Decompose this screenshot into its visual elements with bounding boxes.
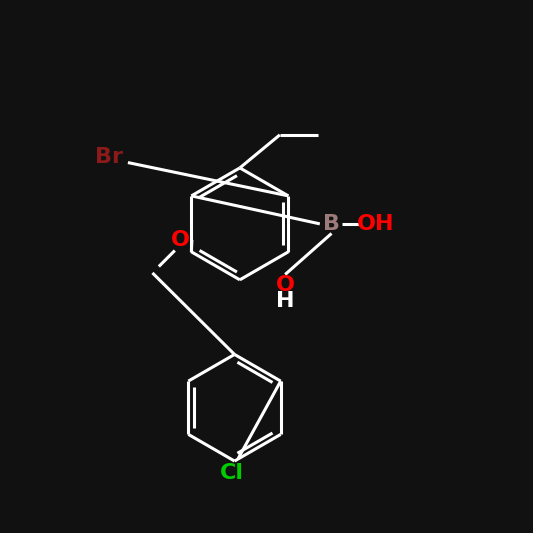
Text: Cl: Cl bbox=[220, 463, 244, 483]
Text: O: O bbox=[171, 230, 190, 250]
Text: H: H bbox=[276, 291, 294, 311]
Text: B: B bbox=[323, 214, 340, 234]
Text: O: O bbox=[276, 275, 295, 295]
Text: OH: OH bbox=[357, 214, 394, 234]
Text: Br: Br bbox=[95, 147, 123, 167]
